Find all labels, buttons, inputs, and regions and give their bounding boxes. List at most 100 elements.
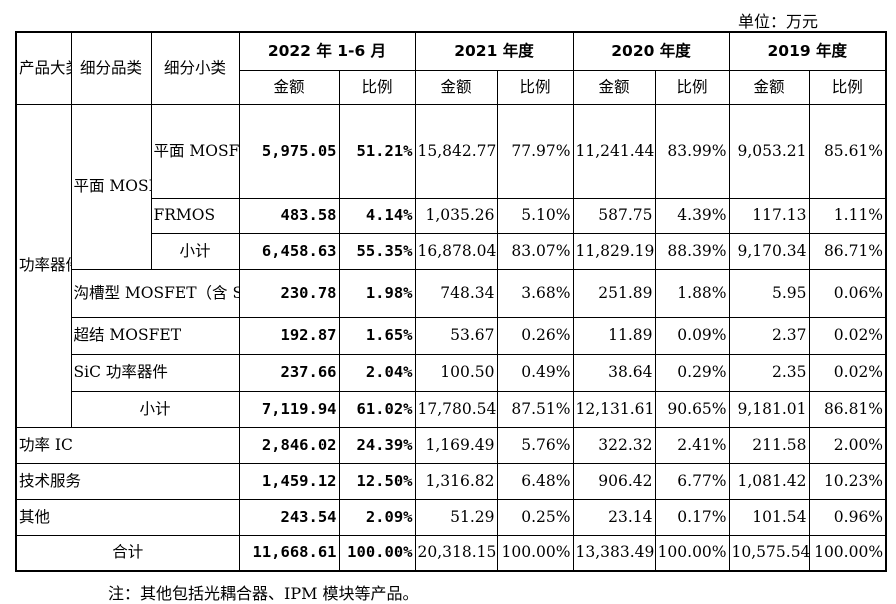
ratio-cell: 4.39%	[654, 197, 730, 234]
ratio-cell: 1.65%	[338, 316, 416, 355]
ratio-cell: 3.68%	[496, 268, 574, 318]
header-ratio: 比例	[496, 69, 574, 105]
amount-cell: 5,975.05	[238, 103, 340, 199]
ratio-cell: 2.41%	[654, 426, 730, 464]
row-label: FRMOS	[150, 197, 240, 234]
ratio-cell: 6.77%	[654, 462, 730, 500]
row-label: 合计	[15, 534, 240, 572]
ratio-cell: 2.00%	[808, 426, 887, 464]
ratio-cell: 77.97%	[496, 103, 574, 199]
table-row: 其他 243.54 2.09% 51.29 0.25% 23.14 0.17% 101…	[15, 498, 887, 536]
ratio-cell: 0.96%	[808, 498, 887, 536]
ratio-cell: 0.29%	[654, 353, 730, 392]
ratio-cell: 0.25%	[496, 498, 574, 536]
amount-cell: 5.95	[728, 268, 810, 318]
amount-cell: 211.58	[728, 426, 810, 464]
amount-cell: 1,316.82	[414, 462, 498, 500]
amount-cell: 9,170.34	[728, 232, 810, 270]
group-power-device: 功率器件	[15, 103, 72, 428]
group-planar-mosfet: 平面 MOSFET	[70, 103, 152, 270]
header-amount: 金额	[572, 69, 656, 105]
amount-cell: 322.32	[572, 426, 656, 464]
revenue-table: 产品大类 细分品类 细分小类 2022 年 1-6 月 2021 年度 2020…	[15, 31, 888, 572]
ratio-cell: 0.09%	[654, 316, 730, 355]
header-period-2022h1: 2022 年 1-6 月	[238, 31, 416, 71]
amount-cell: 101.54	[728, 498, 810, 536]
ratio-cell: 5.10%	[496, 197, 574, 234]
amount-cell: 251.89	[572, 268, 656, 318]
amount-cell: 237.66	[238, 353, 340, 392]
row-label: SiC 功率器件	[70, 353, 240, 392]
ratio-cell: 88.39%	[654, 232, 730, 270]
table-row: 合计 11,668.61 100.00% 20,318.15 100.00% 13,…	[15, 534, 887, 572]
header-ratio: 比例	[808, 69, 887, 105]
row-label: 技术服务	[15, 462, 240, 500]
header-category: 产品大类	[15, 31, 72, 105]
row-label: 功率 IC	[15, 426, 240, 464]
amount-cell: 1,035.26	[414, 197, 498, 234]
header-amount: 金额	[728, 69, 810, 105]
table-row: 沟槽型 MOSFET（含 SGT MOSFET） 230.781.98% 748…	[16, 268, 887, 318]
amount-cell: 23.14	[572, 498, 656, 536]
amount-cell: 483.58	[238, 197, 340, 234]
header-amount: 金额	[414, 69, 498, 105]
ratio-cell: 2.09%	[338, 498, 416, 536]
amount-cell: 51.29	[414, 498, 498, 536]
ratio-cell: 5.76%	[496, 426, 574, 464]
amount-cell: 17,780.54	[414, 390, 498, 428]
row-label: 其他	[15, 498, 240, 536]
table-row: 功率 IC 2,846.02 24.39% 1,169.49 5.76% 322.3…	[15, 426, 887, 464]
ratio-cell: 83.07%	[496, 232, 574, 270]
ratio-cell: 85.61%	[808, 103, 887, 199]
header-detail: 细分小类	[150, 31, 240, 105]
ratio-cell: 0.26%	[496, 316, 574, 355]
amount-cell: 230.78	[238, 268, 340, 318]
amount-cell: 2.35	[728, 353, 810, 392]
amount-cell: 100.50	[414, 353, 498, 392]
amount-cell: 906.42	[572, 462, 656, 500]
amount-cell: 117.13	[728, 197, 810, 234]
footnote: 注：其他包括光耦合器、IPM 模块等产品。	[108, 584, 419, 603]
unit-label: 单位：万元	[737, 12, 818, 31]
amount-cell: 1,081.42	[728, 462, 810, 500]
ratio-cell: 86.71%	[808, 232, 887, 270]
amount-cell: 11,829.19	[572, 232, 656, 270]
header-period-2019: 2019 年度	[728, 31, 887, 71]
ratio-cell: 12.50%	[338, 462, 416, 500]
amount-cell: 11,668.61	[238, 534, 340, 572]
table-row: 技术服务 1,459.12 12.50% 1,316.82 6.48% 906.42…	[15, 462, 887, 500]
ratio-cell: 90.65%	[654, 390, 730, 428]
table-row: 小计 7,119.94 61.02% 17,780.54 87.51% 12,131…	[16, 390, 887, 428]
table-row: 超结 MOSFET 192.87 1.65% 53.67 0.26% 11.89 0.…	[16, 316, 887, 355]
amount-cell: 7,119.94	[238, 390, 340, 428]
header-amount: 金额	[238, 69, 340, 105]
table-row: 小计 6,458.63 55.35% 16,878.04 83.07% 11,829…	[16, 232, 887, 270]
amount-cell: 2.37	[728, 316, 810, 355]
amount-cell: 2,846.02	[238, 426, 340, 464]
header-period-2021: 2021 年度	[414, 31, 574, 71]
ratio-cell: 86.81%	[808, 390, 887, 428]
amount-cell: 9,053.21	[728, 103, 810, 199]
row-label: 小计	[70, 390, 240, 428]
ratio-cell: 87.51%	[496, 390, 574, 428]
amount-cell: 11.89	[572, 316, 656, 355]
amount-cell: 11,241.44	[572, 103, 656, 199]
amount-cell: 13,383.49	[572, 534, 656, 572]
header-subcategory: 细分品类	[70, 31, 152, 105]
header-ratio: 比例	[654, 69, 730, 105]
ratio-cell: 55.35%	[338, 232, 416, 270]
row-label: 平面 MOSFET（不含 FRMOS）	[150, 103, 240, 199]
row-label: 小计	[150, 232, 240, 270]
amount-cell: 53.67	[414, 316, 498, 355]
table-row: FRMOS 483.58 4.14% 1,035.26 5.10% 587.75 4.…	[16, 197, 887, 234]
ratio-cell: 100.00%	[496, 534, 574, 572]
amount-cell: 243.54	[238, 498, 340, 536]
header-period-2020: 2020 年度	[572, 31, 730, 71]
header-row-2: 金额 比例 金额 比例 金额 比例 金额 比例	[16, 69, 887, 105]
amount-cell: 15,842.77	[414, 103, 498, 199]
ratio-cell: 0.02%	[808, 316, 887, 355]
ratio-cell: 51.21%	[338, 103, 416, 199]
ratio-cell: 61.02%	[338, 390, 416, 428]
ratio-cell: 2.04%	[338, 353, 416, 392]
amount-cell: 192.87	[238, 316, 340, 355]
